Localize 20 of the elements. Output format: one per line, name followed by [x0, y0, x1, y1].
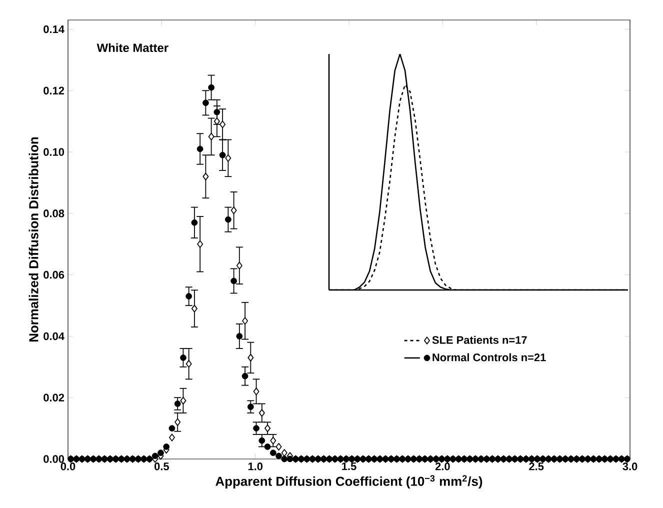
y-tick-label: 0.10 [44, 148, 64, 156]
annotation: White Matter [96, 43, 168, 52]
y-tick-label: 0.02 [44, 394, 64, 402]
y-axis-title: Normalized Diffusion Distribution [28, 137, 38, 342]
x-tick-label: 3.0 [622, 462, 638, 470]
x-tick-label: 2.0 [435, 462, 450, 470]
x-axis-title: Apparent Diffusion Coefficient (10$^{−3}$ mm$^{2}$/s) [216, 475, 482, 488]
legend-label: SLE Patients n=17 [432, 336, 527, 344]
y-tick-label: 0.12 [44, 86, 64, 94]
x-tick-label: 0.5 [154, 462, 169, 470]
x-tick-label: 2.5 [529, 462, 544, 470]
x-tick-label: 1.5 [342, 462, 356, 470]
y-tick-label: 0.04 [44, 332, 64, 340]
y-tick-label: 0.06 [44, 270, 64, 279]
y-tick-label: 0.14 [44, 25, 64, 34]
y-tick-label: 0.08 [44, 210, 64, 218]
x-tick-label: 1.0 [248, 462, 262, 470]
x-tick-label: 0.0 [60, 462, 76, 470]
y-tick-label: 0.00 [44, 455, 64, 463]
legend-label: Normal Controls n=21 [432, 353, 546, 362]
